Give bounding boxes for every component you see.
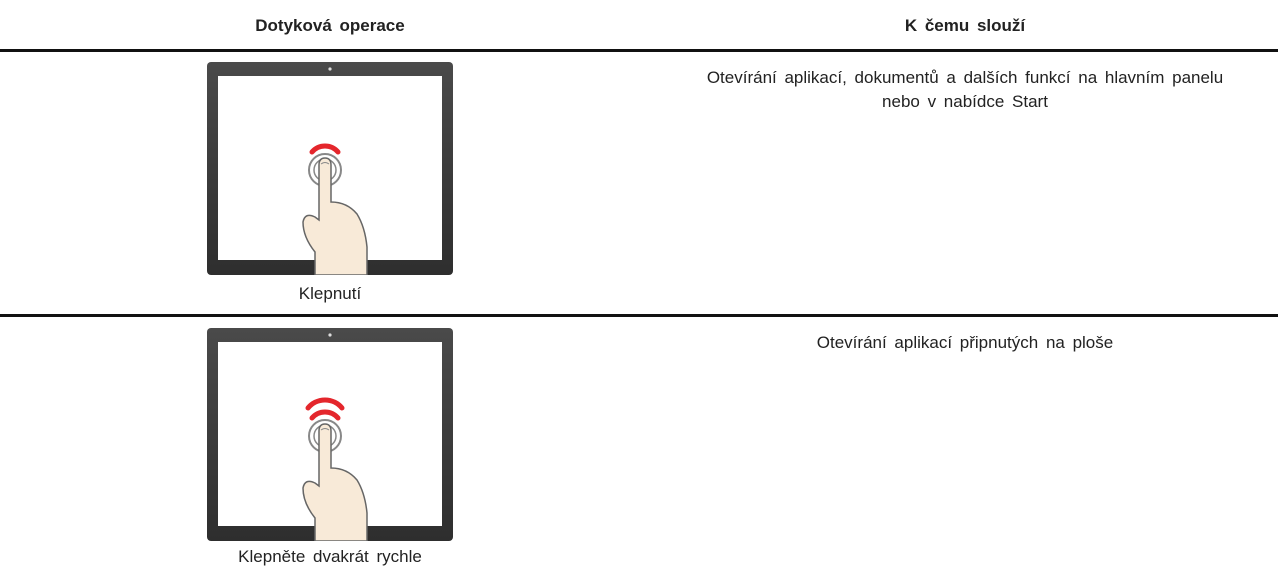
header-rule [0, 49, 1278, 52]
column-header: Dotyková operace [255, 16, 405, 35]
double-tap-illustration [207, 328, 453, 541]
column-header: K čemu slouží [904, 16, 1026, 35]
tap-illustration [207, 62, 453, 275]
gesture-name: Klepnutí [298, 284, 362, 303]
gesture-description: Otevírání aplikací, dokumentů a dalších … [706, 68, 1224, 111]
gesture-name: Klepněte dvakrát rychle [238, 547, 422, 566]
gesture-description: Otevírání aplikací připnutých na ploše [816, 333, 1114, 352]
row-rule [0, 314, 1278, 317]
